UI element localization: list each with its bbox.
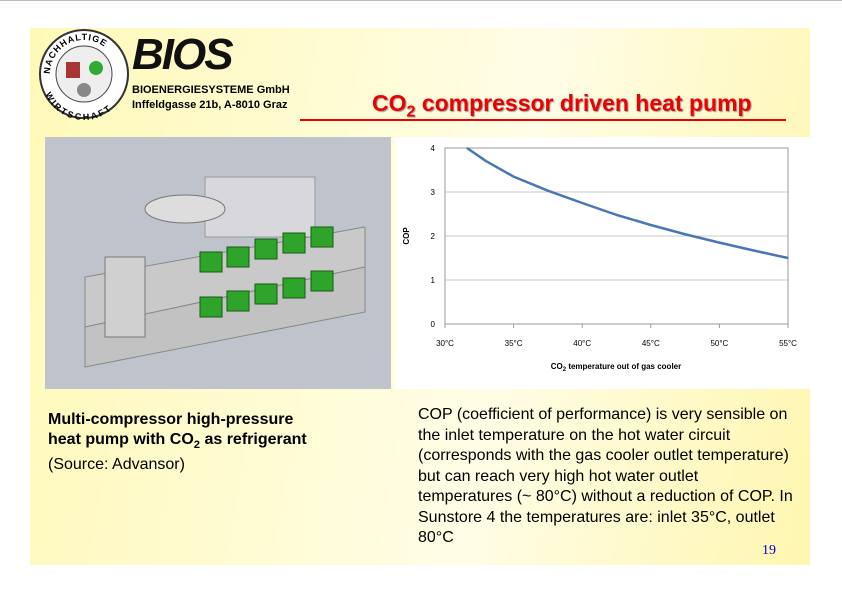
data-line [466,146,789,260]
y-tick-label: 2 [431,232,436,241]
x-tick-label: 40°C [573,339,591,348]
x-tick-label: 45°C [642,339,660,348]
caption-text: heat pump with CO [48,431,194,448]
caption-line: heat pump with CO2 as refrigerant [48,430,307,455]
x-axis-label-text: temperature out of gas cooler [566,362,681,371]
x-tick-label: 55°C [779,339,797,348]
slide-title: CO2 compressor driven heat pump [372,90,752,122]
chart-background [395,137,810,389]
caption-source: (Source: Advansor) [48,456,185,474]
top-rule [0,0,842,1]
title-sub: 2 [406,102,416,121]
x-axis-label-sub: 2 [563,367,567,373]
company-name: BIOENERGIESYSTEME GmbH [132,84,290,96]
caption-sub: 2 [193,439,201,452]
x-tick-label: 35°C [505,339,523,348]
title-text: CO [372,90,407,116]
photo [45,137,391,389]
y-axis-label: COP [402,227,411,245]
caption-line: Multi-compressor high-pressure [48,410,307,430]
logo-ring: NACHHALTIGE WIRTSCHAFT [39,29,129,120]
chart: COP CO2 temperature out of gas cooler 01… [395,137,810,389]
y-tick-label: 0 [431,320,436,329]
company-address: Inffeldgasse 21b, A-8010 Graz [132,99,288,111]
x-tick-label: 30°C [436,339,454,348]
plot-border [444,147,789,325]
y-tick-label: 1 [431,276,436,285]
caption-text: Multi-compressor high-pressure [48,411,294,428]
x-axis-label-text: CO [551,362,563,371]
title-text: compressor driven heat pump [415,90,752,116]
x-tick-label: 50°C [710,339,728,348]
description: COP (coefficient of performance) is very… [418,406,793,546]
y-tick-label: 4 [431,144,436,153]
y-tick-label: 3 [431,188,436,197]
caption-text: as refrigerant [200,431,307,448]
page-number: 19 [762,543,776,558]
x-axis-label: CO2 temperature out of gas cooler [551,362,681,373]
photo-caption: Multi-compressor high-pressure heat pump… [48,410,307,475]
logo-word: BIOS [132,30,234,79]
title-rule [300,119,786,121]
